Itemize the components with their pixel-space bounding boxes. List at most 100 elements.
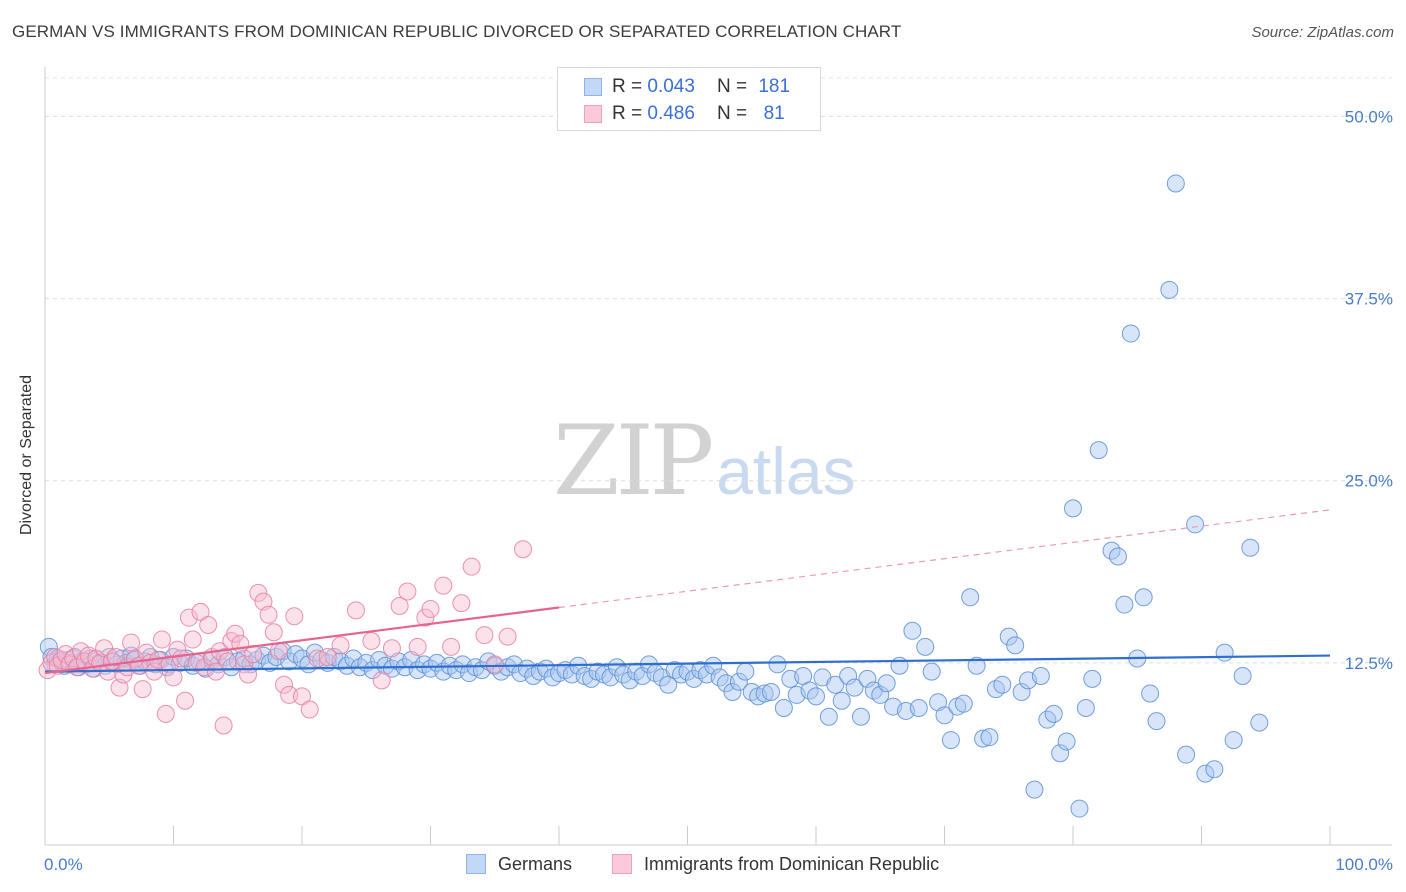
german-point-138 — [858, 669, 877, 688]
dominican-point-57 — [264, 623, 283, 642]
dominican-point-83 — [514, 540, 533, 559]
bottom-legend-swatch-dominican — [612, 854, 632, 874]
german-point-184 — [1166, 174, 1185, 193]
dominican-point-63 — [300, 700, 319, 719]
dominican-point-44 — [206, 662, 225, 681]
dominican-point-74 — [416, 608, 435, 627]
dominican-point-68 — [362, 632, 381, 650]
dominican-point-46 — [214, 716, 233, 735]
german-point-99 — [607, 658, 626, 677]
german-point-170 — [1064, 499, 1082, 518]
dominican-point-72 — [398, 582, 417, 601]
german-point-149 — [929, 693, 948, 712]
german-point-190 — [1224, 731, 1243, 750]
dominican-point-67 — [346, 601, 365, 620]
german-point-124 — [768, 655, 787, 674]
legend-n-value: 181 — [758, 76, 791, 97]
trend-lines — [44, 509, 1331, 675]
legend-r-label: R = — [612, 76, 643, 97]
legend-r-value: 0.043 — [647, 76, 695, 97]
german-point-176 — [1108, 547, 1127, 566]
dominican-point-56 — [259, 605, 278, 624]
german-point-134 — [832, 691, 851, 710]
german-point-117 — [723, 683, 742, 701]
german-point-133 — [826, 675, 845, 694]
german-point-189 — [1215, 643, 1234, 662]
german-point-156 — [974, 729, 993, 748]
german-point-136 — [845, 678, 864, 697]
german-point-140 — [871, 685, 890, 704]
german-point-173 — [1083, 669, 1102, 688]
dominican-point-7 — [64, 649, 83, 668]
watermark-zip: ZIP — [553, 405, 714, 517]
dominican-point-22 — [122, 633, 141, 652]
legend-row-germans: R = 0.043 N = 181 — [584, 75, 790, 99]
dominican-point-25 — [133, 680, 152, 699]
dominican-point-38 — [183, 630, 202, 649]
german-point-185 — [1177, 745, 1196, 764]
german-point-191 — [1233, 666, 1252, 685]
y-tick-labels: 12.5% 25.0% 37.5% 50.0% — [1345, 107, 1393, 672]
dominican-point-35 — [172, 649, 191, 668]
y-tick-label-0: 12.5% — [1345, 654, 1393, 673]
dominican-point-71 — [390, 597, 409, 616]
german-point-118 — [729, 672, 748, 691]
legend-r-value: 0.486 — [647, 103, 695, 124]
x-tick-label-max: 100.0% — [1335, 855, 1393, 874]
dominican-point-69 — [372, 671, 391, 690]
german-point-177 — [1115, 595, 1134, 614]
y-tick-label-2: 37.5% — [1345, 290, 1393, 309]
dominican-point-54 — [249, 583, 268, 602]
x-tick-label-min: 0.0% — [44, 855, 83, 874]
legend-swatch-germans — [584, 78, 602, 96]
german-point-57 — [337, 656, 356, 675]
chart-title: GERMAN VS IMMIGRANTS FROM DOMINICAN REPU… — [12, 22, 902, 41]
german-point-151 — [941, 731, 960, 750]
german-point-132 — [819, 707, 838, 726]
dominican-point-70 — [382, 639, 401, 658]
german-point-187 — [1196, 764, 1215, 783]
dominican-point-41 — [195, 658, 214, 677]
german-point-193 — [1250, 713, 1269, 732]
german-point-162 — [1012, 683, 1031, 701]
german-point-172 — [1076, 699, 1095, 718]
german-point-169 — [1057, 732, 1076, 751]
watermark: ZIPatlas — [553, 405, 856, 517]
dominican-point-76 — [434, 576, 453, 595]
dominican-point-18 — [106, 648, 125, 667]
german-point-161 — [1006, 636, 1025, 655]
german-point-154 — [961, 588, 980, 607]
dominican-point-65 — [318, 648, 337, 667]
german-point-165 — [1031, 666, 1050, 685]
german-point-150 — [935, 706, 954, 725]
german-point-135 — [839, 666, 858, 685]
legend-n-label: N = — [716, 76, 748, 97]
german-point-192 — [1241, 538, 1260, 557]
dominican-point-52 — [239, 665, 258, 684]
dominican-points — [38, 540, 533, 735]
german-point-148 — [922, 662, 941, 681]
dominican-point-58 — [269, 642, 288, 661]
german-point-145 — [903, 621, 922, 640]
german-point-167 — [1044, 704, 1063, 723]
axes — [44, 67, 1392, 846]
german-point-123 — [762, 683, 781, 701]
legend-n-label: N = — [716, 103, 748, 124]
bottom-legend-germans: Germans — [466, 852, 572, 876]
dominican-point-73 — [408, 637, 427, 656]
x-tick-labels: 0.0% 100.0% — [44, 855, 1393, 874]
german-point-178 — [1121, 324, 1140, 343]
german-point-119 — [736, 662, 755, 681]
dominican-point-33 — [164, 668, 183, 687]
dominican-point-66 — [331, 636, 350, 655]
bottom-legend-label-dominican: Immigrants from Dominican Republic — [644, 853, 940, 874]
german-point-155 — [967, 656, 986, 675]
german-point-159 — [993, 675, 1012, 694]
y-tick-label-1: 25.0% — [1345, 472, 1393, 491]
german-point-130 — [807, 687, 825, 706]
dominican-point-77 — [442, 637, 461, 656]
german-point-171 — [1070, 799, 1089, 818]
dominican-point-37 — [179, 608, 198, 627]
german-point-188 — [1205, 760, 1224, 779]
